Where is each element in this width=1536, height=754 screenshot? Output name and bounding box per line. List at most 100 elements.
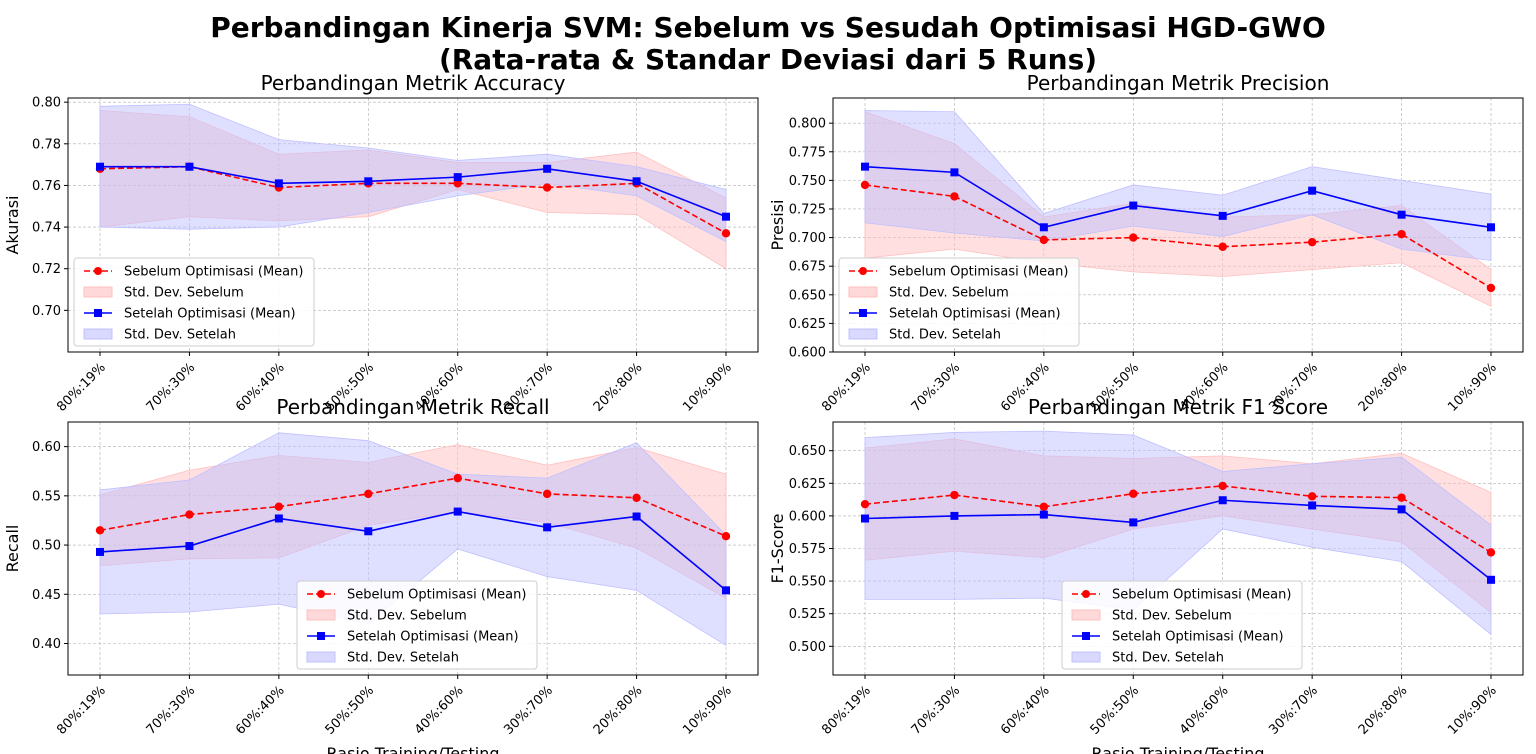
legend-swatch xyxy=(306,609,336,621)
legend-label: Setelah Optimisasi (Mean) xyxy=(889,307,1061,322)
point-setelah xyxy=(543,164,552,173)
point-setelah xyxy=(1397,210,1406,219)
legend: Sebelum Optimisasi (Mean) Std. Dev. Sebel… xyxy=(838,257,1080,347)
f1-score-chart: 0.500 0.525 0.550 0.575 0.600 0.625 0.650 80%:1… xyxy=(768,395,1524,754)
y-tick-label: 0.60 xyxy=(32,440,61,455)
x-tick-label: 70%:30% xyxy=(909,683,964,738)
std-band-setelah xyxy=(99,432,727,647)
y-tick-label: 0.525 xyxy=(789,607,826,622)
y-tick-label: 0.72 xyxy=(32,262,61,277)
y-axis-label: F1-Score xyxy=(768,514,787,584)
legend-label: Std. Dev. Sebelum xyxy=(124,286,244,301)
legend-marker xyxy=(859,267,867,275)
x-tick-label: 10%:90% xyxy=(680,683,735,738)
y-tick-label: 0.600 xyxy=(789,509,826,524)
y-tick-label: 0.625 xyxy=(789,317,826,332)
y-tick-label: 0.800 xyxy=(789,117,826,132)
y-tick-label: 0.50 xyxy=(32,539,61,554)
y-tick-label: 0.575 xyxy=(789,542,826,557)
legend-swatch xyxy=(848,286,878,298)
legend-label: Sebelum Optimisasi (Mean) xyxy=(124,265,303,280)
point-sebelum xyxy=(1307,492,1317,501)
precision-chart: 0.600 0.625 0.650 0.675 0.700 0.725 0.750 0.775… xyxy=(768,71,1524,415)
x-tick-label: 50%:50% xyxy=(1088,683,1143,738)
legend-label: Std. Dev. Setelah xyxy=(1112,651,1224,666)
legend-swatch xyxy=(306,651,336,663)
series-line-setelah xyxy=(99,510,727,591)
legend-marker xyxy=(94,309,102,317)
axes-frame xyxy=(67,97,759,353)
x-tick-label: 20%:80% xyxy=(591,683,646,738)
x-tick-label: 60%:40% xyxy=(998,683,1053,738)
legend-label: Std. Dev. Setelah xyxy=(347,651,459,666)
legend-label: Sebelum Optimisasi (Mean) xyxy=(1112,588,1291,603)
point-setelah xyxy=(274,514,283,523)
point-sebelum xyxy=(453,473,462,483)
point-sebelum xyxy=(1307,237,1317,247)
series-line-setelah xyxy=(864,165,1492,229)
point-sebelum xyxy=(1397,229,1406,239)
legend-swatch xyxy=(83,286,113,298)
x-tick-label: 10%:90% xyxy=(680,360,735,415)
legend-marker xyxy=(317,632,325,640)
point-sebelum xyxy=(1486,548,1496,557)
point-sebelum xyxy=(542,489,552,499)
legend-label: Setelah Optimisasi (Mean) xyxy=(124,307,296,322)
x-axis-label: Rasio Training/Testing xyxy=(327,744,500,754)
legend-label: Std. Dev. Sebelum xyxy=(1112,609,1232,624)
point-sebelum xyxy=(542,183,552,192)
y-tick-label: 0.70 xyxy=(32,304,61,319)
legend-marker xyxy=(94,267,102,275)
legend-marker xyxy=(859,309,867,317)
legend-label: Std. Dev. Setelah xyxy=(124,328,236,343)
recall-chart: 0.40 0.45 0.50 0.55 0.60 80%:19% 70%:30% 60%:40… xyxy=(3,395,759,754)
x-tick-label: 30%:70% xyxy=(1266,683,1321,738)
x-tick-label: 40%:60% xyxy=(412,683,467,738)
legend-marker xyxy=(317,590,325,598)
legend-label: Setelah Optimisasi (Mean) xyxy=(1112,630,1284,645)
point-setelah xyxy=(1487,223,1495,232)
x-tick-label: 50%:50% xyxy=(323,683,378,738)
y-tick-label: 0.550 xyxy=(789,575,826,590)
point-setelah xyxy=(1039,510,1048,519)
x-tick-label: 30%:70% xyxy=(501,683,556,738)
point-setelah xyxy=(364,527,373,536)
point-sebelum xyxy=(860,180,870,190)
y-tick-label: 0.500 xyxy=(789,640,826,655)
point-sebelum xyxy=(364,489,373,499)
legend-marker xyxy=(1082,590,1090,598)
point-setelah xyxy=(632,177,641,186)
x-tick-label: 60%:40% xyxy=(233,683,288,738)
figure-title-line1: Perbandingan Kinerja SVM: Sebelum vs Ses… xyxy=(210,11,1326,44)
point-setelah xyxy=(96,162,104,171)
y-tick-label: 0.700 xyxy=(789,231,826,246)
legend-box xyxy=(73,257,315,347)
y-axis-label: Akurasi xyxy=(3,195,22,254)
y-axis-label: Recall xyxy=(3,525,22,573)
legend: Sebelum Optimisasi (Mean) Std. Dev. Sebel… xyxy=(73,257,315,347)
point-setelah xyxy=(861,162,869,171)
legend-label: Setelah Optimisasi (Mean) xyxy=(347,630,519,645)
y-tick-label: 0.80 xyxy=(32,96,61,111)
legend-swatch xyxy=(83,328,113,340)
y-tick-label: 0.45 xyxy=(32,588,61,603)
std-band-setelah xyxy=(99,103,727,243)
point-sebelum xyxy=(950,192,959,201)
point-setelah xyxy=(1129,201,1138,210)
y-tick-label: 0.625 xyxy=(789,477,826,492)
point-setelah xyxy=(950,511,959,520)
point-setelah xyxy=(1397,505,1406,514)
x-tick-label: 10%:90% xyxy=(1445,683,1500,738)
x-tick-label: 70%:30% xyxy=(144,360,199,415)
legend-box xyxy=(838,257,1080,347)
y-tick-label: 0.600 xyxy=(789,346,826,361)
point-setelah xyxy=(364,177,373,186)
y-tick-label: 0.40 xyxy=(32,637,61,652)
point-setelah xyxy=(453,173,462,182)
panel-title: Perbandingan Metrik Recall xyxy=(276,395,549,419)
legend-label: Std. Dev. Setelah xyxy=(889,328,1001,343)
legend-label: Sebelum Optimisasi (Mean) xyxy=(889,265,1068,280)
point-sebelum xyxy=(1218,242,1227,251)
y-tick-label: 0.675 xyxy=(789,260,826,275)
